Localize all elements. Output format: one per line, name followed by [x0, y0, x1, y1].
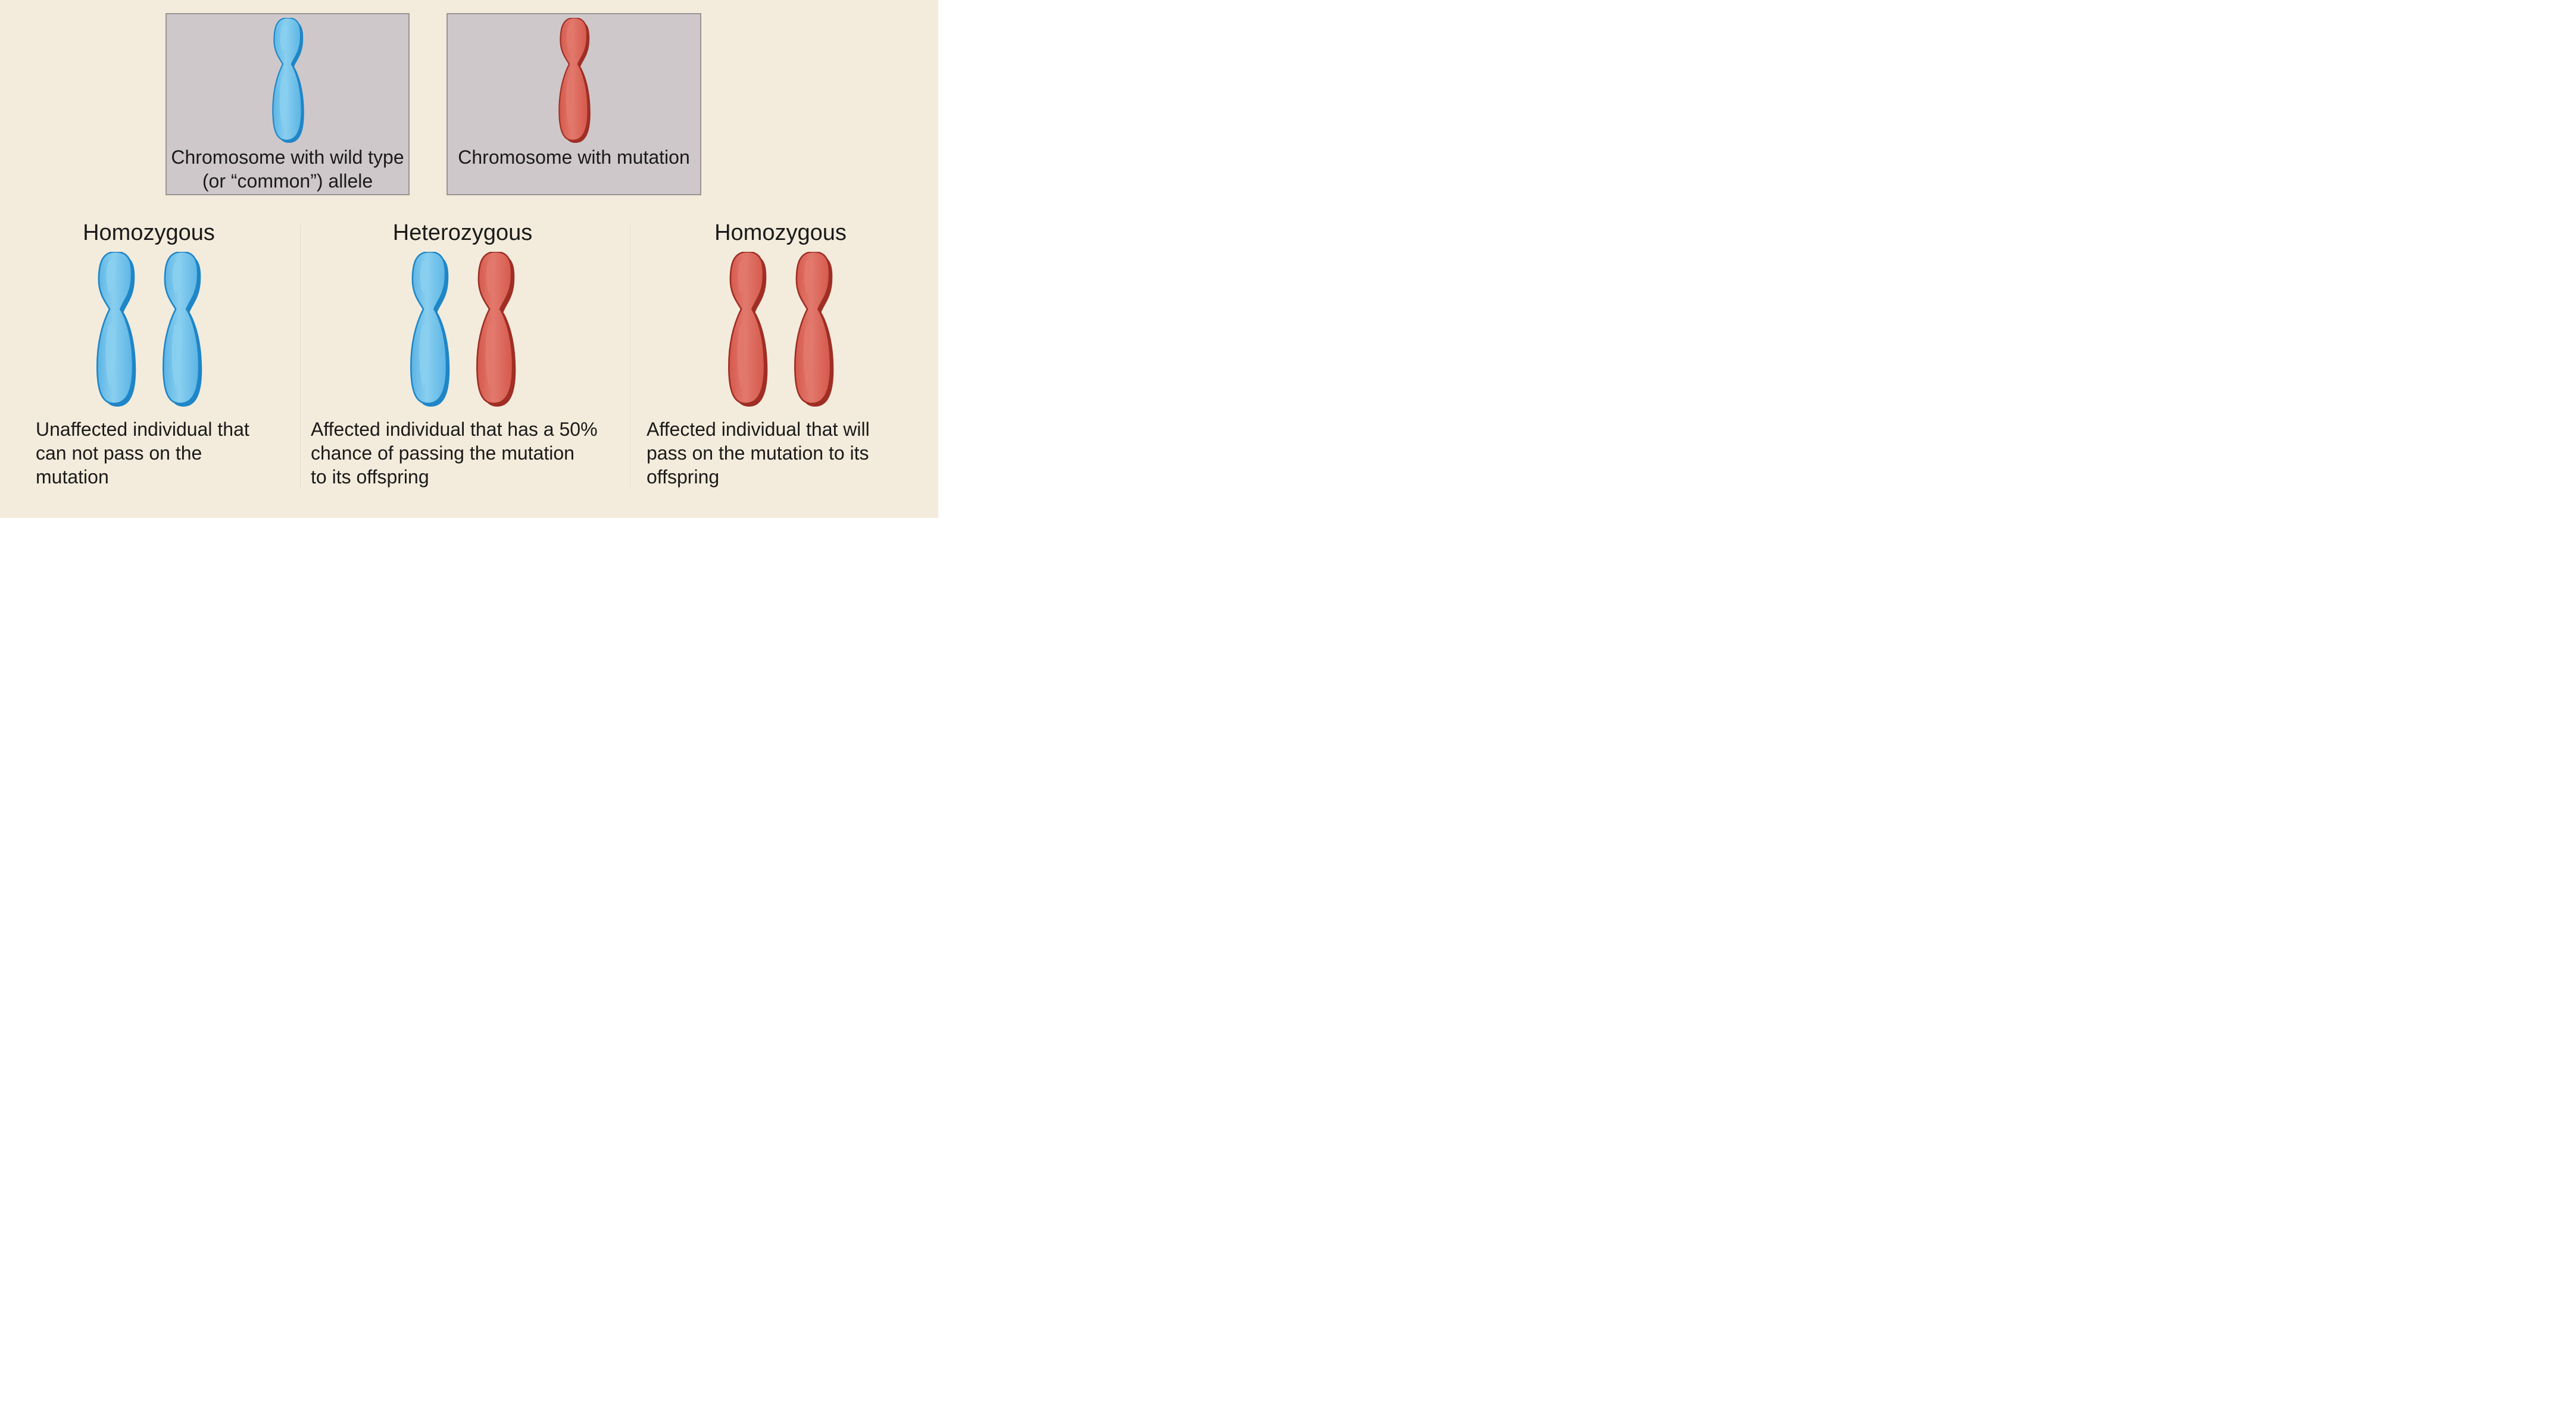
chromosome-red-icon — [789, 252, 838, 407]
legend-mutation: Chromosome with mutation — [446, 13, 701, 195]
chromosome-blue-icon — [157, 252, 207, 407]
panel-homozygous-mut: Homozygous Af — [647, 220, 914, 489]
panel-chromosome-row — [311, 252, 614, 407]
panel-chromosome-row — [647, 252, 914, 407]
chromosome-red-icon — [723, 252, 772, 407]
panel-title: Homozygous — [18, 220, 280, 246]
panel-title: Heterozygous — [311, 220, 614, 246]
panel-desc: Affected individual that will pass on th… — [647, 417, 914, 489]
diagram-canvas: Chromosome with wild type (or “common”) … — [0, 0, 938, 518]
divider-1 — [300, 225, 301, 488]
panel-desc: Unaffected individual that can not pass … — [36, 417, 280, 489]
chromosome-blue-icon — [405, 252, 454, 407]
panel-heterozygous: Heterozygous — [311, 220, 614, 489]
legend-mutation-chromosome — [448, 18, 700, 143]
panel-chromosome-row — [18, 252, 280, 407]
legend-wildtype: Chromosome with wild type (or “common”) … — [166, 13, 410, 195]
chromosome-red-icon — [554, 18, 594, 143]
chromosome-blue-icon — [91, 252, 140, 407]
legend-wildtype-caption: Chromosome with wild type (or “common”) … — [167, 145, 408, 193]
chromosome-blue-icon — [268, 18, 308, 143]
panel-desc: Affected individual that has a 50% chanc… — [311, 417, 614, 489]
legend-wildtype-chromosome — [167, 18, 408, 143]
chromosome-red-icon — [471, 252, 520, 407]
panel-homozygous-wild: Homozygous Un — [18, 220, 280, 489]
panel-title: Homozygous — [647, 220, 914, 246]
legend-mutation-caption: Chromosome with mutation — [448, 145, 700, 169]
